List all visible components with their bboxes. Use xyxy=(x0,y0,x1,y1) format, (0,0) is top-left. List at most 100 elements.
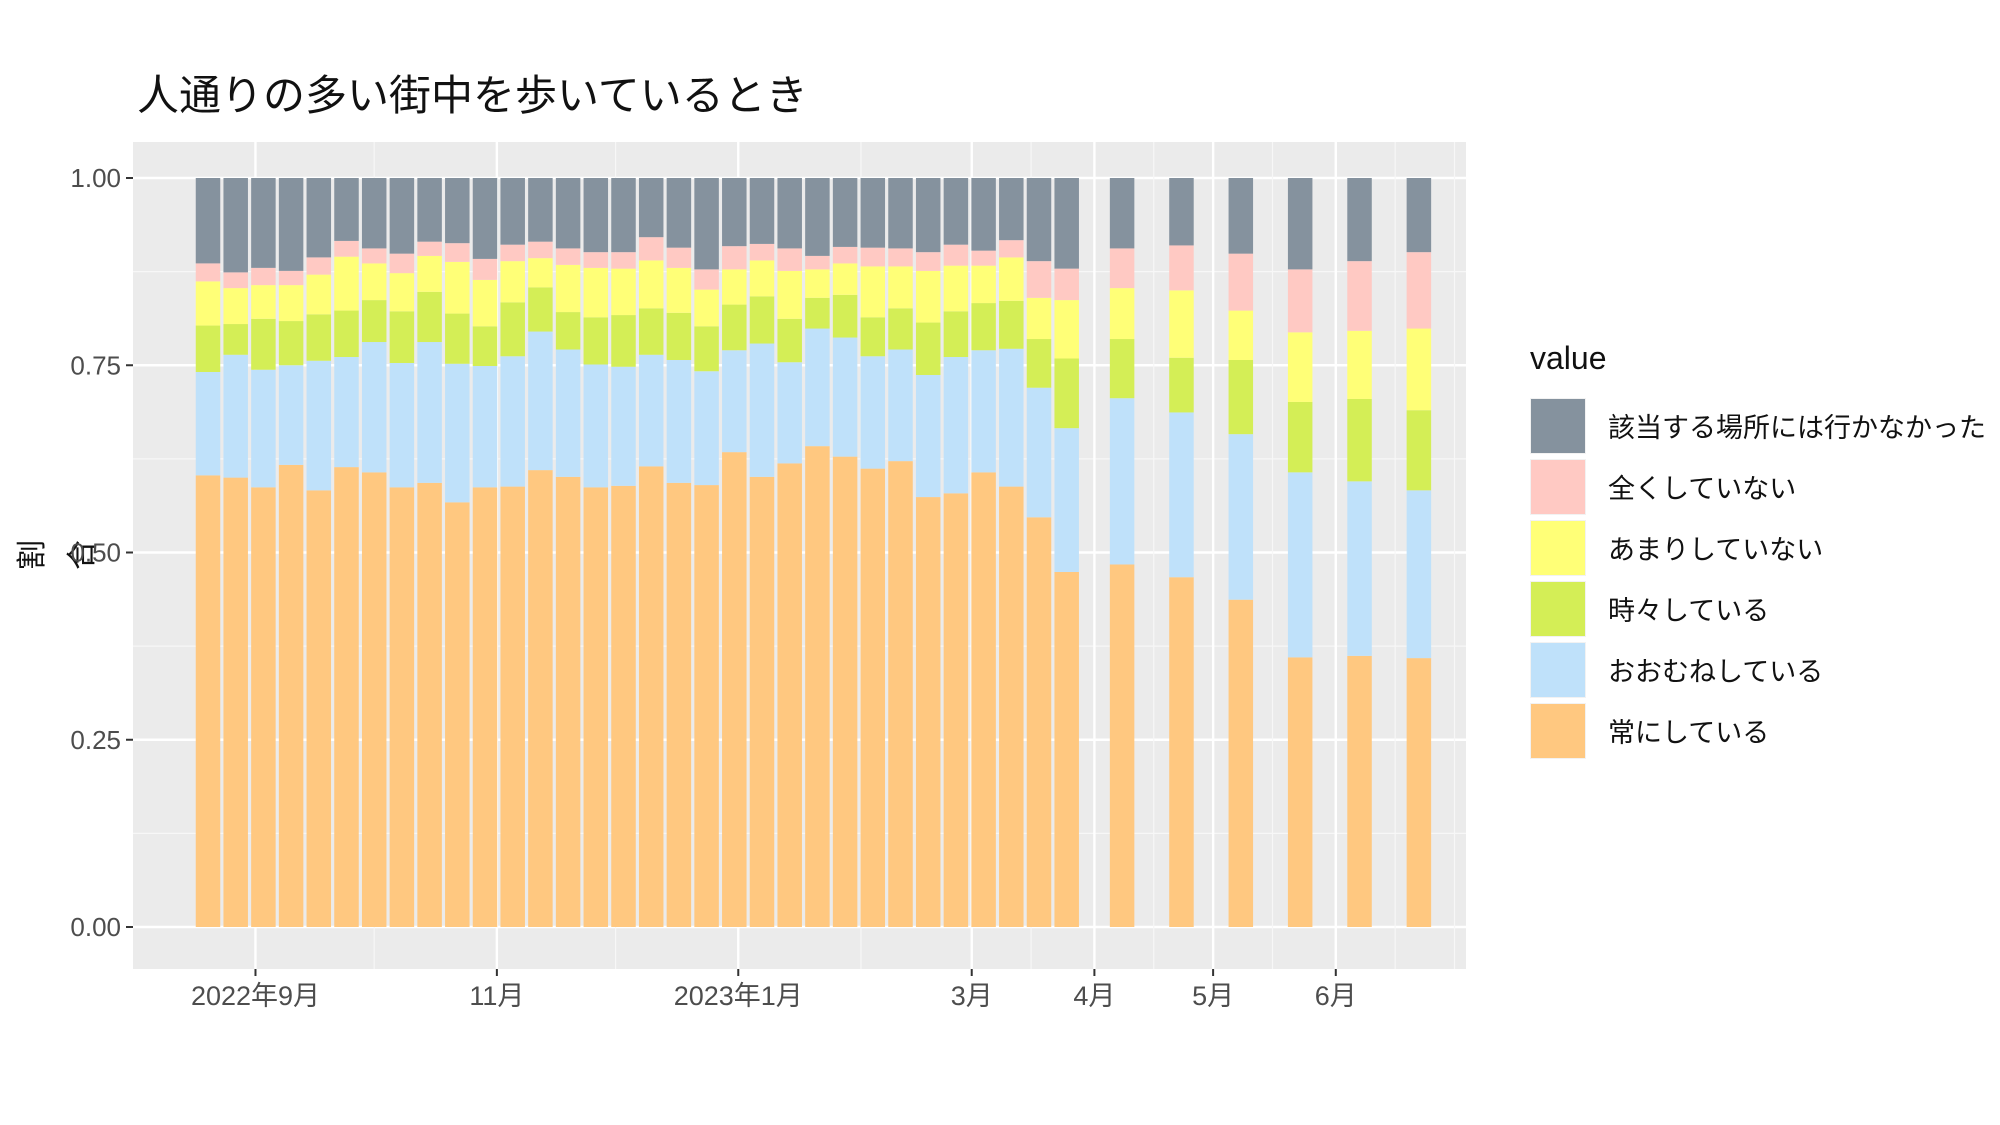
bar-segment xyxy=(528,258,553,288)
bar-segment xyxy=(971,472,996,927)
bar-segment xyxy=(888,248,913,267)
bar-segment xyxy=(1347,261,1372,331)
bar-segment xyxy=(1169,357,1194,413)
bar-segment xyxy=(195,325,221,372)
y-tick-label: 1.00 xyxy=(70,163,121,193)
bar-segment xyxy=(888,178,913,249)
bar-segment xyxy=(417,178,442,242)
bar-segment xyxy=(1347,398,1372,482)
bar-segment xyxy=(1169,245,1194,291)
bar-segment xyxy=(445,363,470,503)
bar-segment xyxy=(500,356,525,487)
bar-segment xyxy=(583,178,609,253)
x-tick-label: 3月 xyxy=(951,981,993,1011)
bar-segment xyxy=(777,248,802,271)
bar-segment xyxy=(1026,387,1052,518)
bar-segment xyxy=(943,265,969,312)
legend-color-key xyxy=(1530,458,1586,515)
bar-segment xyxy=(749,476,775,927)
bar-segment xyxy=(251,318,276,370)
bar-segment xyxy=(805,446,830,927)
bar-segment xyxy=(278,464,304,927)
bar-segment xyxy=(528,241,553,259)
bar-segment xyxy=(389,311,415,364)
bar-segment xyxy=(694,269,719,290)
bar-segment xyxy=(1026,517,1052,927)
bar-segment xyxy=(915,178,941,253)
bar-segment xyxy=(223,288,248,325)
bar-segment xyxy=(417,482,442,927)
bar-segment xyxy=(888,266,913,309)
bar-segment xyxy=(195,371,221,476)
bar-segment xyxy=(638,260,664,309)
legend: value 該当する場所には行かなかった 全くしていない あまりしていない 時々してい… xyxy=(1530,340,1986,761)
bar-segment xyxy=(1287,401,1313,473)
legend-color-key xyxy=(1530,519,1586,576)
x-tick-label: 5月 xyxy=(1192,981,1234,1011)
bar-segment xyxy=(722,350,747,453)
bar-segment xyxy=(722,178,747,247)
legend-label: おおむねしている xyxy=(1608,657,1824,688)
bar-segment xyxy=(472,279,498,327)
bar-segment xyxy=(694,289,719,327)
bar-segment xyxy=(417,241,442,256)
bar-segment xyxy=(749,260,775,297)
bar-segment xyxy=(361,263,387,301)
bar-segment xyxy=(306,314,332,361)
bar-segment xyxy=(306,274,332,315)
bar-segment xyxy=(666,267,692,313)
bar-segment xyxy=(999,348,1024,487)
bar-segment xyxy=(749,178,775,244)
bar-segment xyxy=(1109,339,1135,399)
legend-item: 全くしていない xyxy=(1530,456,1986,517)
bar-segment xyxy=(1287,657,1313,927)
bar-segment xyxy=(638,466,664,927)
y-tick-label: 0.00 xyxy=(70,912,121,942)
bar-segment xyxy=(860,247,886,267)
x-tick-label: 2023年1月 xyxy=(674,981,803,1011)
legend-label: あまりしていない xyxy=(1608,535,1824,566)
bar-segment xyxy=(528,287,553,332)
bar-segment xyxy=(638,237,664,261)
bar-segment xyxy=(361,248,387,264)
bar-segment xyxy=(1054,571,1079,927)
bar-segment xyxy=(583,252,609,268)
bar-segment xyxy=(306,360,332,491)
bar-segment xyxy=(1406,178,1432,253)
bar-segment xyxy=(223,477,248,927)
bar-segment xyxy=(805,269,830,298)
bar-segment xyxy=(195,281,221,326)
bar-segment xyxy=(555,178,581,249)
bar-segment xyxy=(555,349,581,477)
bar-segment xyxy=(334,357,359,468)
bar-segment xyxy=(500,302,525,357)
legend-item: おおむねしている xyxy=(1530,639,1986,700)
bar-segment xyxy=(1026,178,1052,262)
bar-segment xyxy=(417,342,442,483)
bar-segment xyxy=(1169,290,1194,358)
bar-segment xyxy=(555,248,581,265)
bar-segment xyxy=(888,461,913,927)
bar-segment xyxy=(417,255,442,292)
legend-item: あまりしていない xyxy=(1530,517,1986,578)
bar-segment xyxy=(722,246,747,270)
bar-segment xyxy=(1169,412,1194,578)
bar-segment xyxy=(915,497,941,927)
bar-segment xyxy=(1287,269,1313,333)
legend-color-key xyxy=(1530,580,1586,637)
legend-item: 該当する場所には行かなかった xyxy=(1530,395,1986,456)
bar-segment xyxy=(805,178,830,256)
bar-segment xyxy=(971,303,996,351)
bar-segment xyxy=(1109,398,1135,565)
legend-color-key xyxy=(1530,397,1586,454)
bar-segment xyxy=(611,485,636,927)
bar-segment xyxy=(611,315,636,367)
bar-segment xyxy=(943,357,969,494)
x-tick-label: 6月 xyxy=(1315,981,1357,1011)
bar-segment xyxy=(389,487,415,927)
bar-segment xyxy=(528,331,553,471)
bar-segment xyxy=(1026,261,1052,298)
legend-label: 全くしていない xyxy=(1608,474,1797,505)
bar-segment xyxy=(555,476,581,927)
bar-segment xyxy=(805,328,830,447)
